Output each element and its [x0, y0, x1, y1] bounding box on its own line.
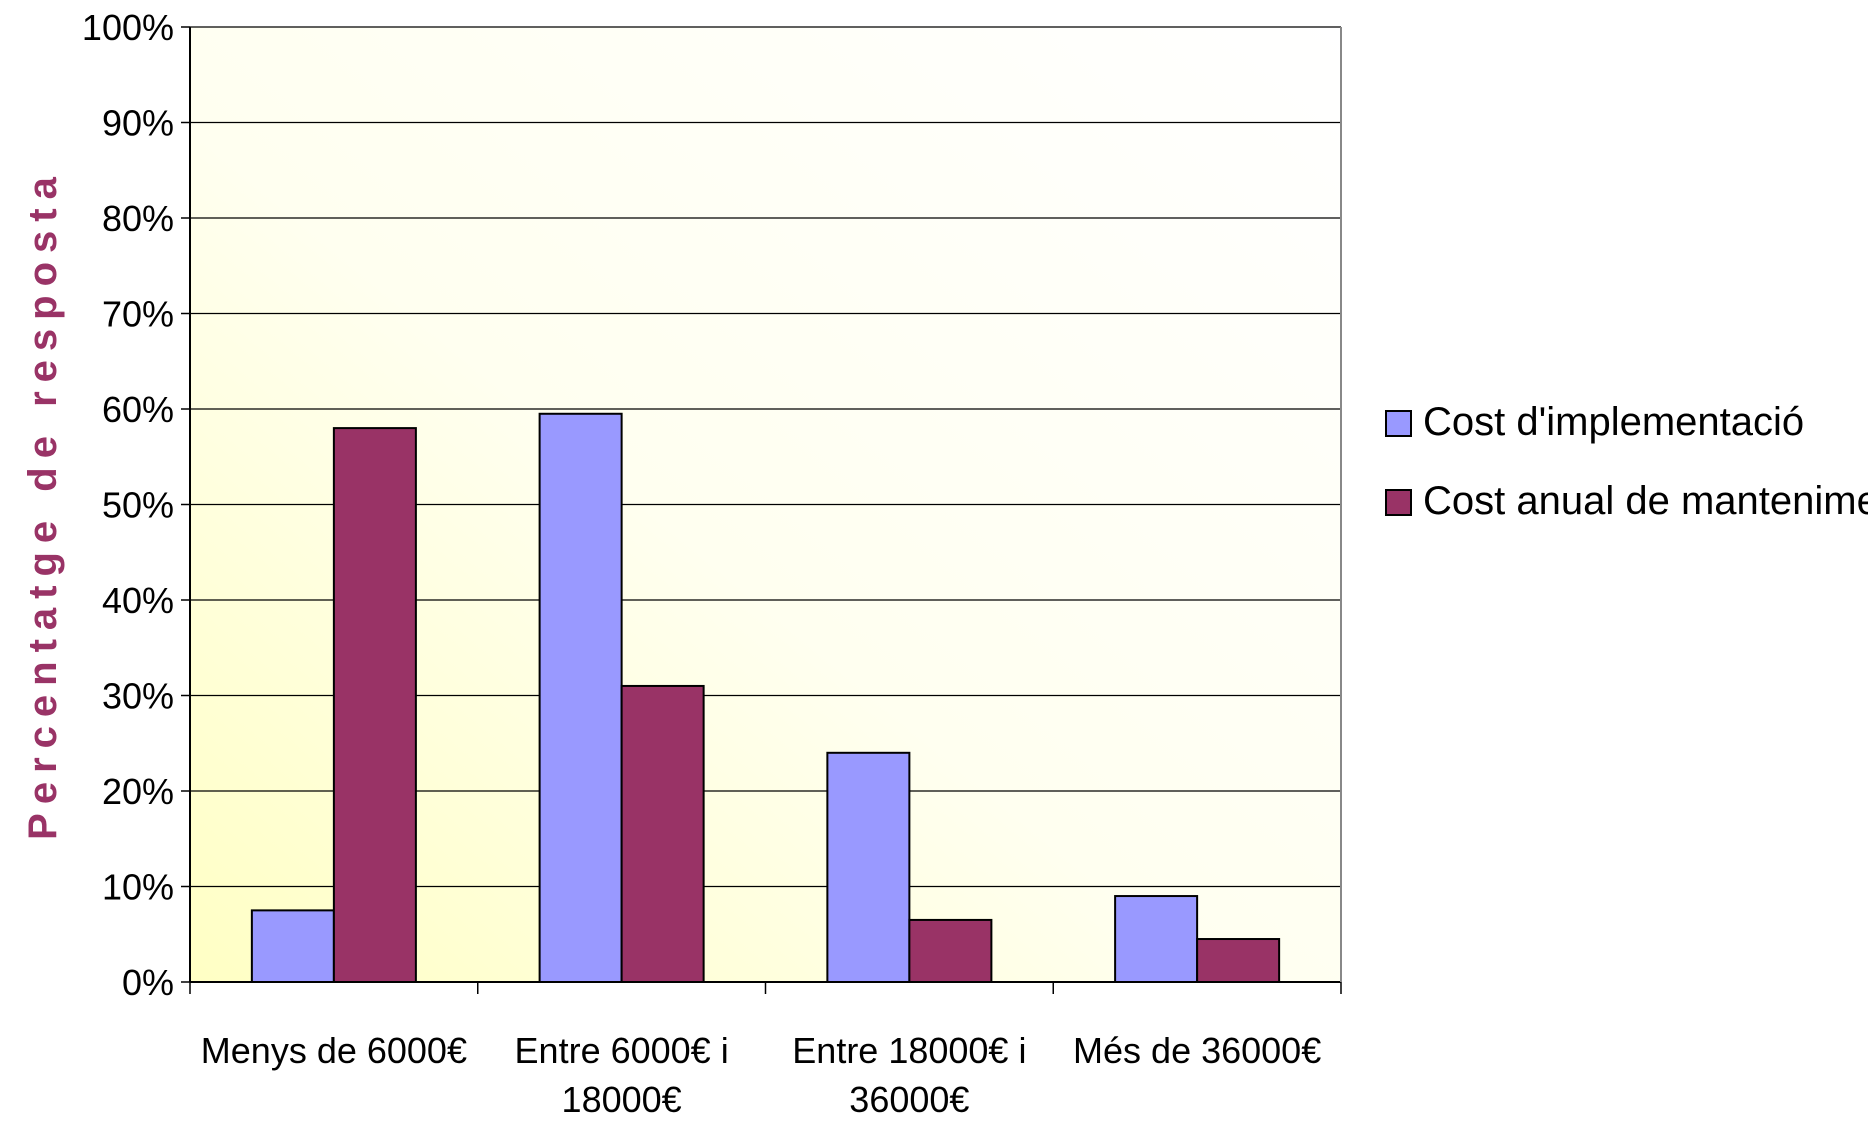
y-tick-label: 80%: [102, 198, 174, 239]
y-tick-label: 20%: [102, 771, 174, 812]
axes: [189, 27, 1342, 994]
y-tick-label: 60%: [102, 389, 174, 430]
x-tick-label: Entre 6000€ i 18000€: [515, 1030, 729, 1120]
legend: Cost d'implementació Cost anual de manten…: [1385, 400, 1868, 523]
y-tick-label: 40%: [102, 580, 174, 621]
y-tick-label: 30%: [102, 676, 174, 717]
bar: [332, 427, 417, 984]
y-axis-label: Percentatge de resposta: [21, 168, 65, 840]
legend-label: Cost d'implementació: [1423, 400, 1804, 444]
y-tick-label: 0%: [122, 962, 174, 1003]
x-tick-label: Més de 36000€: [1073, 1030, 1321, 1071]
x-tick-label: Menys de 6000€: [201, 1030, 467, 1071]
bar: [620, 684, 705, 983]
legend-swatch: [1385, 489, 1412, 516]
bar: [908, 918, 993, 983]
legend-swatch: [1385, 410, 1412, 437]
y-tick-label: 10%: [102, 867, 174, 908]
bar: [1196, 938, 1281, 984]
y-tick-label: 90%: [102, 103, 174, 144]
x-tick-label: Entre 18000€ i 36000€: [792, 1030, 1026, 1120]
bar: [538, 412, 623, 983]
bar: [826, 751, 911, 983]
y-tick-label: 50%: [102, 485, 174, 526]
bars: [250, 412, 1281, 984]
legend-label: Cost anual de manteniment: [1423, 479, 1868, 523]
x-tick-labels: Menys de 6000€ Entre 6000€ i 18000€ Entre 1…: [201, 1030, 1321, 1120]
bar: [250, 909, 335, 983]
y-tick-label: 70%: [102, 294, 174, 335]
y-tick-labels: 0% 10% 20% 30% 40% 50% 60% 70% 80% 90% 100%: [82, 7, 174, 1003]
bar: [1114, 895, 1199, 983]
y-tick-label: 100%: [82, 7, 174, 48]
